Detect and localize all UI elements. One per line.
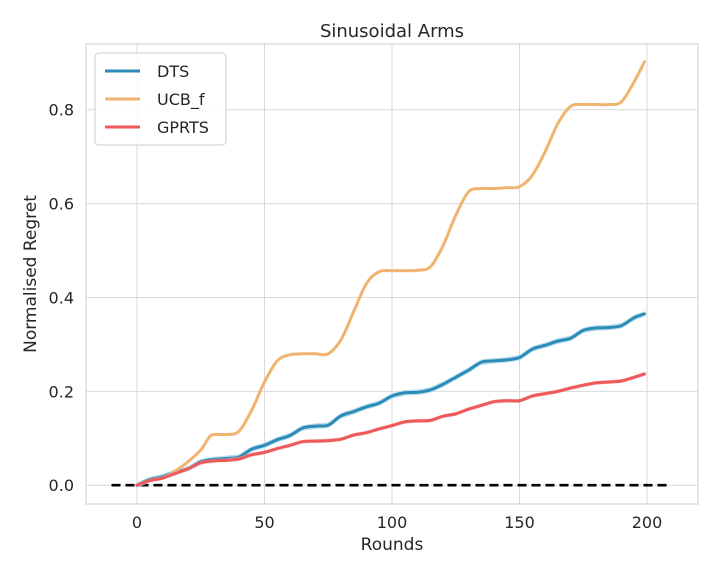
x-tick-label: 150 (504, 513, 535, 532)
series-line-ucb-f (135, 60, 646, 487)
x-tick-label: 100 (377, 513, 408, 532)
x-axis-label: Rounds (361, 535, 424, 555)
legend-box (94, 52, 227, 146)
y-axis-label: Normalised Regret (21, 195, 41, 353)
y-tick-label: 0.4 (49, 288, 74, 307)
series-lines (111, 60, 670, 489)
series-line-gprts (135, 372, 646, 487)
chart-title: Sinusoidal Arms (320, 21, 464, 42)
x-axis-ticks: 0 50 100 150 200 (132, 513, 662, 532)
x-tick-label: 0 (132, 513, 142, 532)
legend-label-gprts: GPRTS (157, 118, 209, 137)
y-tick-label: 0.0 (49, 476, 74, 495)
legend: DTS UCB_f GPRTS (94, 52, 227, 146)
y-tick-label: 0.2 (49, 382, 74, 401)
legend-label-ucb-f: UCB_f (157, 90, 205, 110)
y-axis-ticks: 0.0 0.2 0.4 0.6 0.8 (49, 101, 74, 496)
x-tick-label: 50 (254, 513, 274, 532)
series-band-dts (137, 311, 645, 489)
y-tick-label: 0.6 (49, 195, 74, 214)
legend-label-dts: DTS (157, 62, 189, 81)
x-tick-label: 200 (632, 513, 663, 532)
y-tick-label: 0.8 (49, 101, 74, 120)
